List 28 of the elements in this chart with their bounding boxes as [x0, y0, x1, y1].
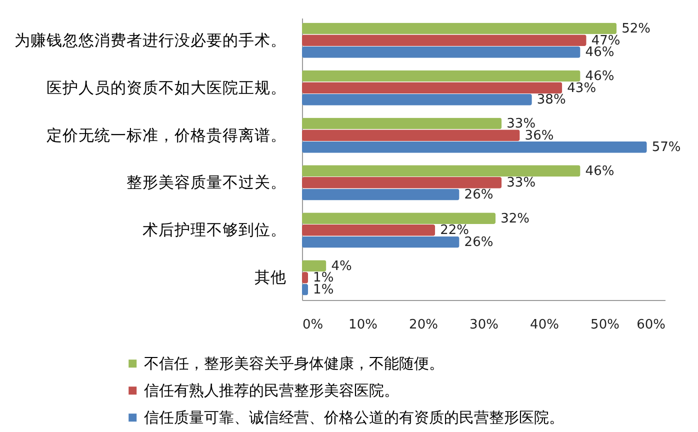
data-label: 38%: [536, 92, 566, 108]
x-tick-label: 20%: [409, 318, 438, 332]
data-label: 36%: [524, 128, 554, 144]
y-tick-label: 医护人员的资质不如大医院正规。: [46, 78, 286, 97]
x-tick-label: 30%: [470, 318, 498, 332]
x-tick-label: 40%: [530, 318, 559, 332]
data-label: 52%: [622, 21, 651, 36]
data-label: 57%: [652, 140, 681, 156]
y-tick-label: 为赚钱忽悠消费者进行没必要的手术。: [14, 30, 286, 50]
legend-label: 信任有熟人推荐的民营整形美容医院。: [144, 382, 400, 400]
data-label: 4%: [331, 258, 352, 274]
data-label: 43%: [567, 80, 596, 96]
data-label: 1%: [313, 282, 334, 298]
y-tick-label: 整形美容质量不过关。: [126, 172, 286, 192]
data-label: 46%: [585, 45, 614, 60]
x-tick-label: 50%: [590, 318, 620, 332]
legend-label: 不信任，整形美容关乎身体健康，不能随便。: [144, 354, 444, 373]
data-label: 46%: [585, 164, 614, 179]
legend-label: 信任质量可靠、诚信经营、价格公道的有资质的民营整形医院。: [144, 408, 564, 427]
x-tick-label: 10%: [348, 318, 378, 332]
x-tick-label: 60%: [636, 318, 666, 332]
y-tick-label: 定价无统一标准，价格贵得离谱。: [46, 125, 286, 144]
data-label: 33%: [506, 176, 536, 191]
y-tick-label: 其他: [254, 268, 286, 287]
data-label: 26%: [464, 188, 494, 203]
y-tick-label: 术后护理不够到位。: [142, 220, 286, 240]
data-label: 32%: [500, 211, 530, 226]
x-tick-label: 0%: [302, 318, 324, 332]
